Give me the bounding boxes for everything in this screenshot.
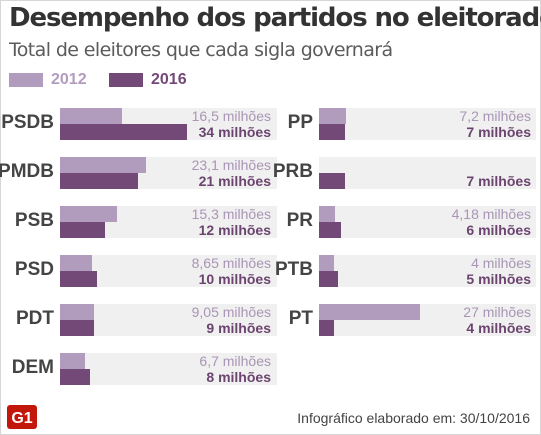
legend-label-2016: 2016 <box>151 71 187 88</box>
legend-swatch-2012 <box>9 73 43 87</box>
bar-track-pdt-2016 <box>60 320 277 336</box>
bar-dem-2012 <box>60 353 85 369</box>
bar-pt-2012 <box>319 304 420 320</box>
bar-pr-2016 <box>319 222 341 238</box>
bar-pdt-2012 <box>60 304 94 320</box>
bar-track-ptb-2012 <box>319 255 536 271</box>
bar-dem-2016 <box>60 369 90 385</box>
party-label-pmdb: PMDB <box>0 161 54 182</box>
chart-subtitle: Total de eleitores que cada sigla govern… <box>9 39 393 61</box>
value-label-psdb-2016: 34 milhões <box>198 124 271 140</box>
value-label-psd-2016: 10 milhões <box>198 271 271 287</box>
bar-track-pt-2016 <box>319 320 536 336</box>
value-label-psb-2012: 15,3 milhões <box>191 206 271 222</box>
value-label-pp-2012: 7,2 milhões <box>459 108 531 124</box>
bar-pr-2012 <box>319 206 335 222</box>
value-label-ptb-2016: 5 milhões <box>466 271 531 287</box>
bar-track-pdt-2012 <box>60 304 277 320</box>
party-label-psdb: PSDB <box>1 112 54 133</box>
bar-psd-2016 <box>60 271 97 287</box>
bar-pp-2012 <box>319 108 346 124</box>
g1-logo-text: G1 <box>11 410 32 427</box>
legend-swatch-2016 <box>109 73 143 87</box>
party-label-psb: PSB <box>14 210 54 231</box>
bar-track-pr-2016 <box>319 222 536 238</box>
legend-label-2012: 2012 <box>51 71 87 88</box>
bar-track-pp-2012 <box>319 108 536 124</box>
party-label-pp: PP <box>287 112 313 133</box>
value-label-dem-2016: 8 milhões <box>206 369 271 385</box>
party-label-pdt: PDT <box>16 308 54 329</box>
value-label-pdt-2012: 9,05 milhões <box>191 304 271 320</box>
bar-ptb-2016 <box>319 271 338 287</box>
bar-psb-2016 <box>60 222 105 238</box>
bar-prb-2016 <box>319 173 345 189</box>
value-label-pt-2016: 4 milhões <box>466 320 531 336</box>
g1-logo: G1 <box>7 405 37 429</box>
bar-track-dem-2016 <box>60 369 277 385</box>
party-label-ptb: PTB <box>275 259 313 280</box>
party-label-prb: PRB <box>272 161 313 182</box>
footer-credit: Infográfico elaborado em: 30/10/2016 <box>297 410 530 426</box>
value-label-psdb-2012: 16,5 milhões <box>191 108 271 124</box>
bar-pmdb-2016 <box>60 173 138 189</box>
value-label-prb-2016: 7 milhões <box>466 173 531 189</box>
bar-track-ptb-2016 <box>319 271 536 287</box>
bar-ptb-2012 <box>319 255 334 271</box>
value-label-pr-2016: 6 milhões <box>466 222 531 238</box>
chart-title: Desempenho dos partidos no eleitorado <box>9 3 541 33</box>
value-label-psd-2012: 8,65 milhões <box>191 255 271 271</box>
value-label-pmdb-2012: 23,1 milhões <box>191 157 271 173</box>
bar-pmdb-2012 <box>60 157 146 173</box>
value-label-ptb-2012: 4 milhões <box>471 255 531 271</box>
party-label-psd: PSD <box>14 259 54 280</box>
value-label-psb-2016: 12 milhões <box>198 222 271 238</box>
legend-item-2012: 2012 <box>9 71 87 89</box>
bar-pt-2016 <box>319 320 334 336</box>
bar-track-psb-2016 <box>60 222 277 238</box>
bar-psb-2012 <box>60 206 117 222</box>
bar-track-dem-2012 <box>60 353 277 369</box>
value-label-pt-2012: 27 milhões <box>463 304 531 320</box>
party-label-pt: PT <box>288 308 313 329</box>
bar-psd-2012 <box>60 255 92 271</box>
value-label-pr-2012: 4,18 milhões <box>451 206 531 222</box>
bar-track-pp-2016 <box>319 124 536 140</box>
legend-item-2016: 2016 <box>109 71 187 89</box>
bar-psdb-2012 <box>60 108 122 124</box>
value-label-pdt-2016: 9 milhões <box>206 320 271 336</box>
bar-pdt-2016 <box>60 320 94 336</box>
bar-track-pr-2012 <box>319 206 536 222</box>
value-label-dem-2012: 6,7 milhões <box>199 353 271 369</box>
bar-track-prb-2012 <box>319 157 536 173</box>
value-label-pp-2016: 7 milhões <box>466 124 531 140</box>
bar-track-psd-2012 <box>60 255 277 271</box>
bar-pp-2016 <box>319 124 345 140</box>
bar-track-prb-2016 <box>319 173 536 189</box>
g1-logo-background <box>7 405 37 429</box>
bar-psdb-2016 <box>60 124 187 140</box>
value-label-pmdb-2016: 21 milhões <box>198 173 271 189</box>
party-label-pr: PR <box>286 210 313 231</box>
party-label-dem: DEM <box>11 357 54 378</box>
bar-track-psd-2016 <box>60 271 277 287</box>
